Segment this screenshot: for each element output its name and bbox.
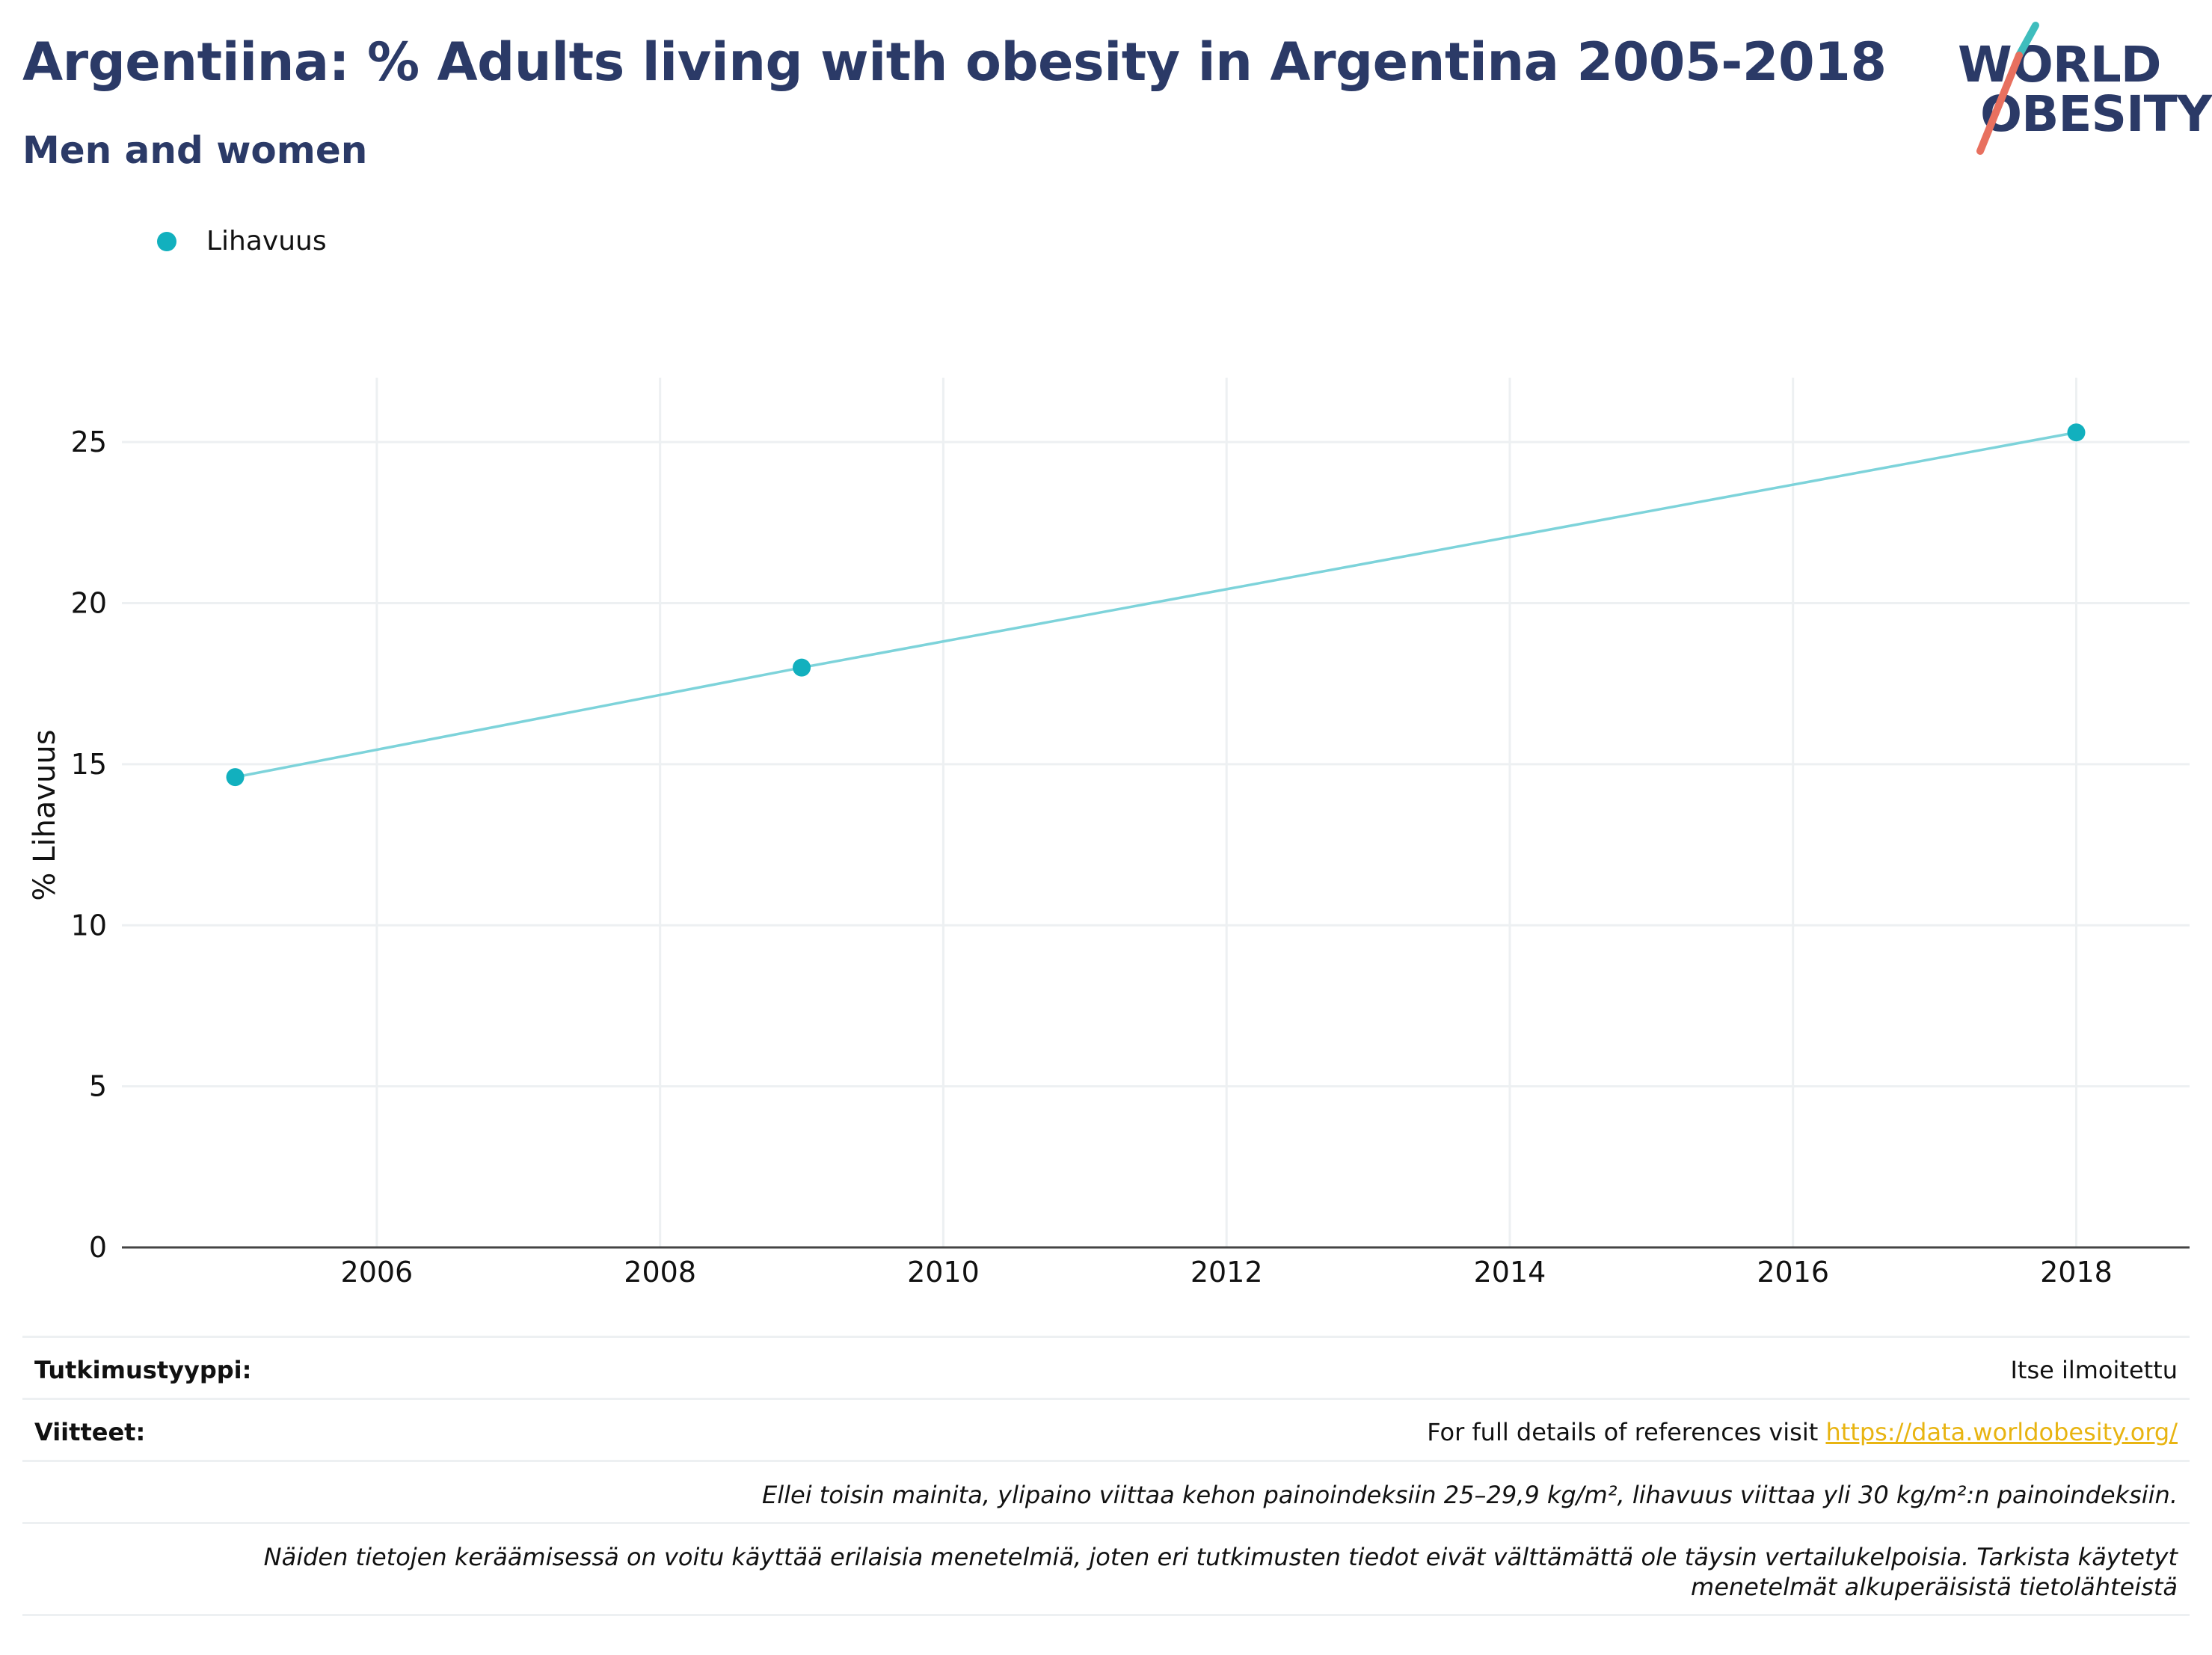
x-tick-label: 2010: [907, 1256, 980, 1289]
legend-label: Lihavuus: [206, 226, 327, 257]
x-tick-label: 2008: [624, 1256, 696, 1289]
logo-slash-icon: [1976, 22, 2039, 155]
series-line: [235, 431, 2077, 779]
y-tick-label: 5: [89, 1070, 107, 1103]
footer-note-1: Ellei toisin mainita, ylipaino viittaa k…: [762, 1481, 2178, 1509]
references-text: For full details of references visit: [1427, 1418, 1826, 1446]
chart-legend[interactable]: Lihavuus: [157, 226, 327, 257]
y-tick-label: 10: [71, 909, 107, 942]
x-tick-label: 2012: [1191, 1256, 1263, 1289]
footer-row-note-1: Ellei toisin mainita, ylipaino viittaa k…: [22, 1460, 2190, 1522]
world-obesity-logo[interactable]: WORLD OBESITY: [1944, 19, 2212, 162]
y-tick-label: 20: [71, 587, 107, 620]
line-chart: 0 5 10 15 20 25 2006 2008 2010 2012 2014 2016 2018: [71, 378, 2190, 1289]
study-type-value: Itse ilmoitettu: [2010, 1356, 2178, 1384]
footer-note-2: Näiden tietojen keräämisessä on voitu kä…: [263, 1543, 2178, 1601]
y-tick-label: 25: [71, 426, 107, 458]
page-title: Argentiina: % Adults living with obesity…: [22, 31, 1887, 93]
x-tick-label: 2006: [341, 1256, 414, 1289]
chart-footer: Tutkimustyyppi: Itse ilmoitettu Viitteet…: [22, 1336, 2190, 1616]
logo-line-1: WORLD: [1958, 36, 2162, 93]
x-tick-label: 2018: [2040, 1256, 2113, 1289]
data-point: [793, 658, 811, 677]
legend-marker-icon: [157, 231, 176, 251]
study-type-label: Tutkimustyyppi:: [34, 1356, 252, 1384]
y-tick-label: 0: [89, 1231, 107, 1264]
references-link[interactable]: https://data.worldobesity.org/: [1825, 1418, 2178, 1446]
footer-row-note-2: Näiden tietojen keräämisessä on voitu kä…: [22, 1522, 2190, 1616]
footer-row-references: Viitteet: For full details of references…: [22, 1398, 2190, 1460]
footer-row-study-type: Tutkimustyyppi: Itse ilmoitettu: [22, 1336, 2190, 1398]
page-subtitle: Men and women: [22, 129, 368, 172]
data-point: [226, 768, 245, 787]
data-point: [2067, 423, 2086, 442]
logo-line-2: OBESITY: [1980, 85, 2212, 143]
y-axis-title: % Lihavuus: [28, 729, 62, 901]
references-label: Viitteet:: [34, 1418, 146, 1446]
y-tick-label: 15: [71, 748, 107, 781]
references-value: For full details of references visit htt…: [1427, 1418, 2178, 1446]
x-tick-label: 2016: [1757, 1256, 1829, 1289]
x-tick-label: 2014: [1474, 1256, 1546, 1289]
